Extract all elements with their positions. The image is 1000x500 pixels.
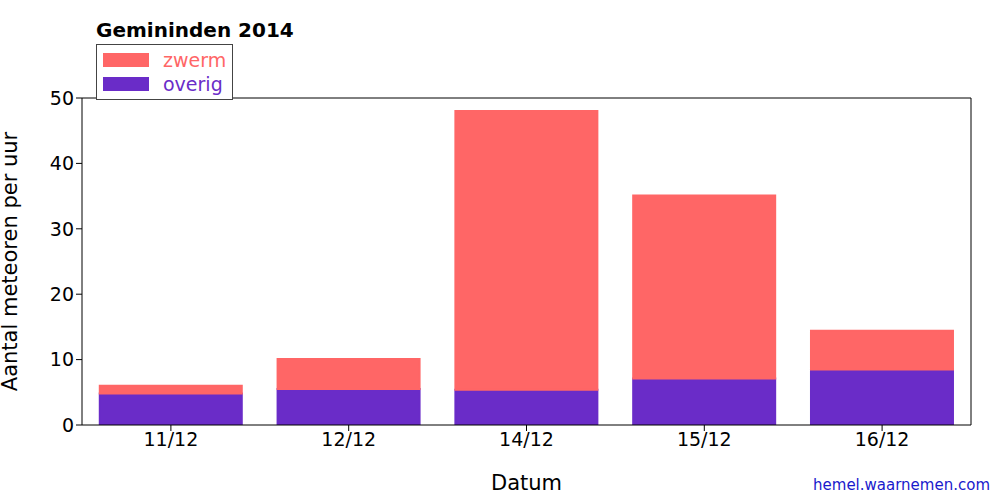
html-text:overig: overig bbox=[163, 73, 223, 95]
html-text:hemel.waarnemen.com: hemel.waarnemen.com bbox=[813, 476, 990, 494]
svg-text:40: 40 bbox=[50, 152, 74, 174]
svg-text:0: 0 bbox=[62, 414, 74, 436]
svg-text:30: 30 bbox=[50, 218, 74, 240]
svg-text:15/12: 15/12 bbox=[677, 428, 732, 450]
svg-text:11/12: 11/12 bbox=[144, 428, 199, 450]
svg-text:10: 10 bbox=[50, 348, 74, 370]
html-text:Gemininden 2014: Gemininden 2014 bbox=[96, 18, 294, 42]
html-text:zwerm: zwerm bbox=[163, 49, 227, 71]
svg-text:12/12: 12/12 bbox=[321, 428, 376, 450]
svg-text:14/12: 14/12 bbox=[499, 428, 554, 450]
svg-text:Aantal meteoren per uur: Aantal meteoren per uur bbox=[8, 131, 22, 391]
svg-text:50: 50 bbox=[50, 87, 74, 109]
svg-text:Datum: Datum bbox=[491, 471, 562, 495]
svg-text:16/12: 16/12 bbox=[855, 428, 910, 450]
svg-text:20: 20 bbox=[50, 283, 74, 305]
